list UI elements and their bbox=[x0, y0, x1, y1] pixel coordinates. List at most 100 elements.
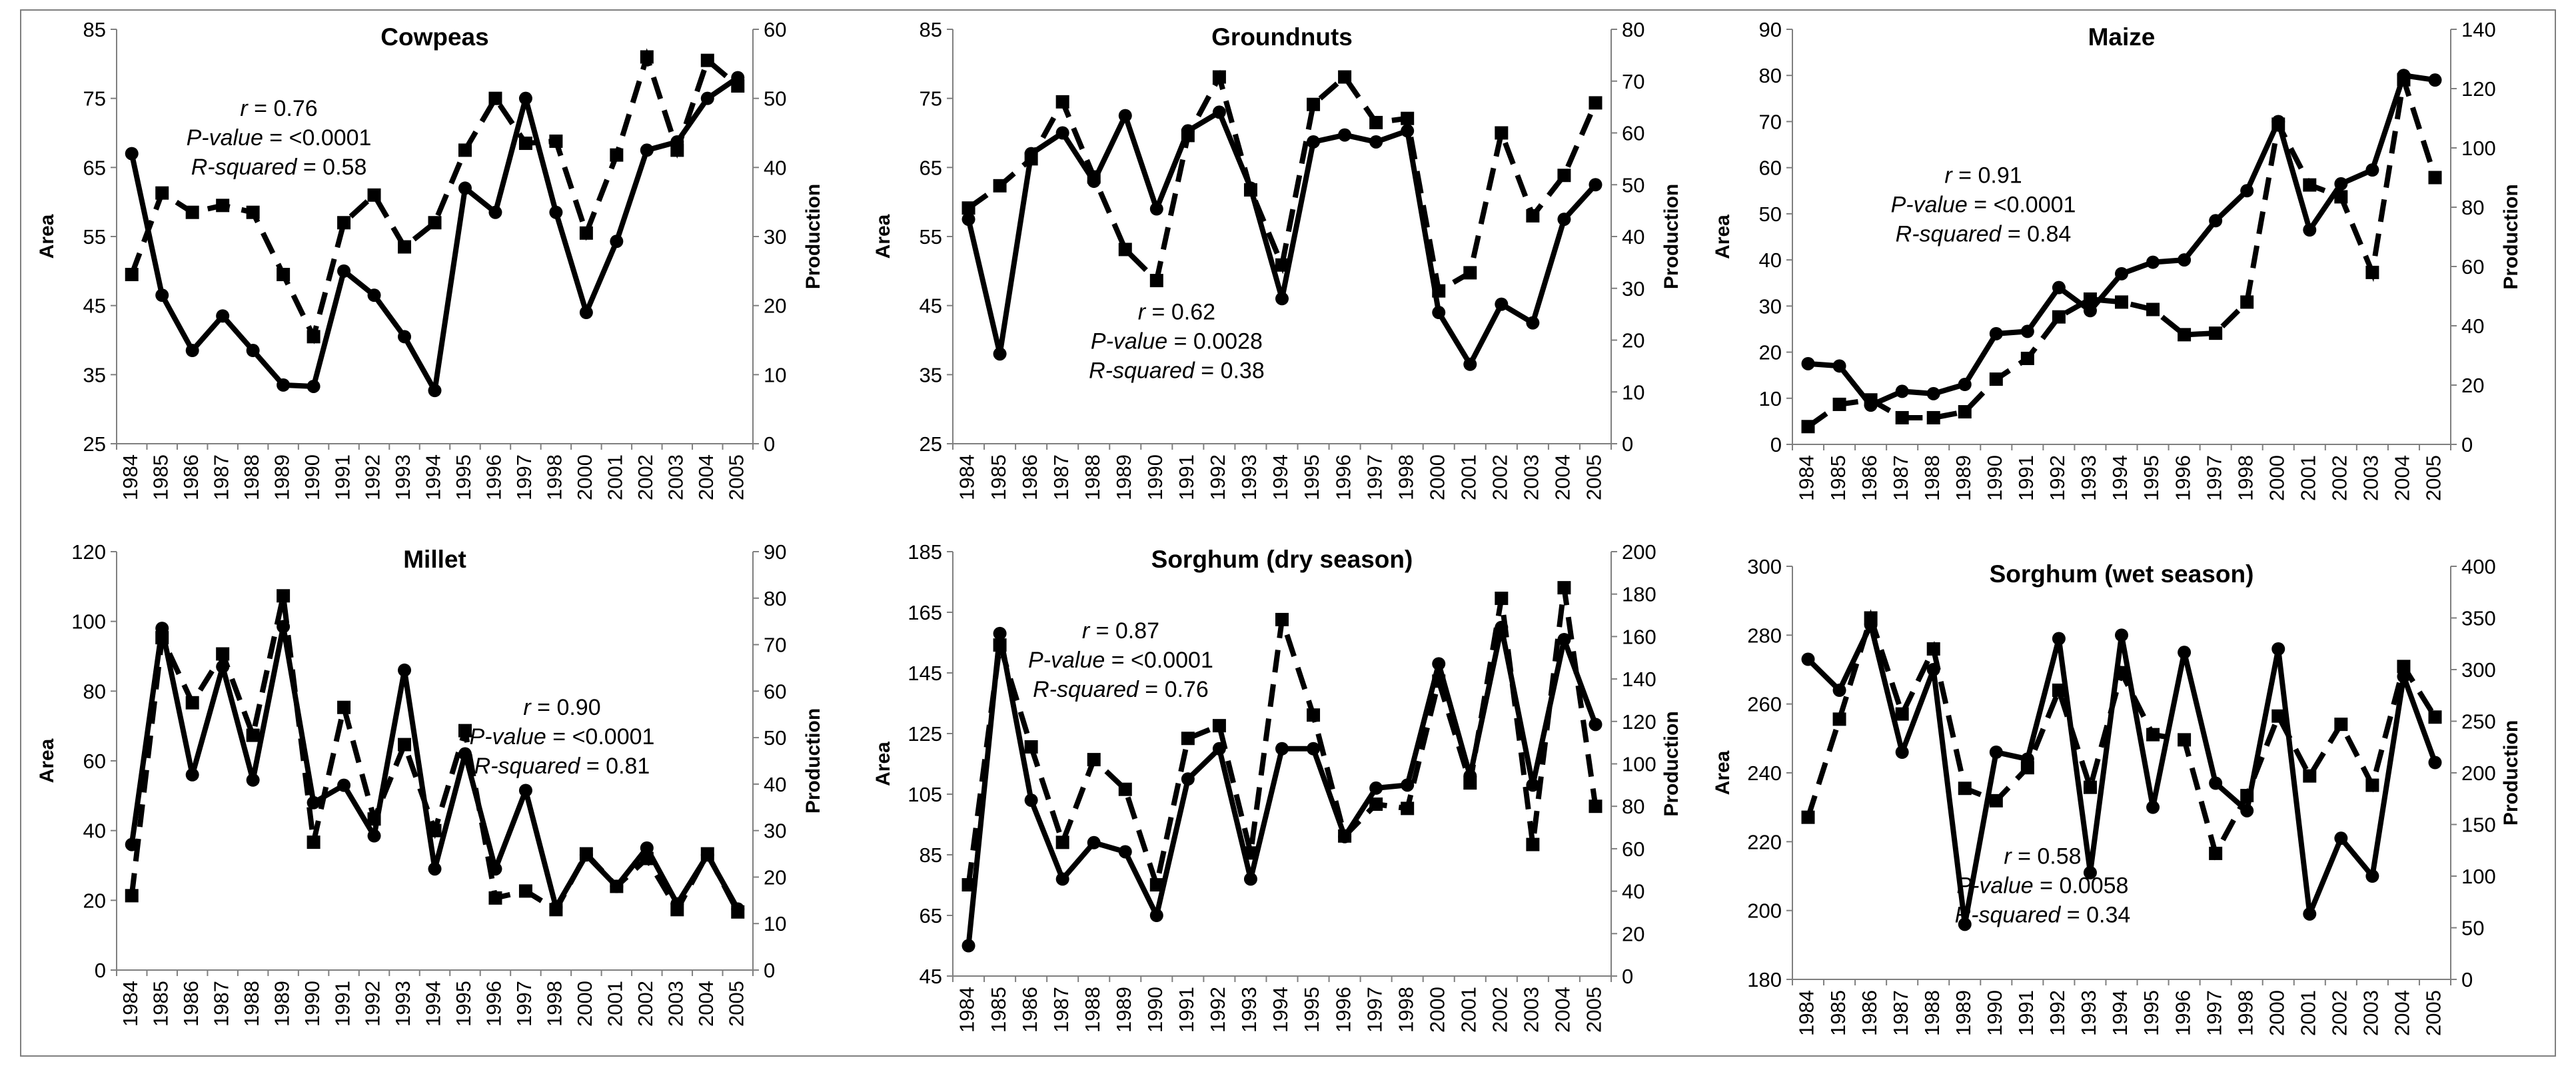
x-tick-label: 2004 bbox=[2391, 990, 2414, 1036]
left-tick-label: 0 bbox=[1770, 433, 1782, 456]
x-tick-label: 1984 bbox=[119, 454, 142, 500]
chart-sorghum-dry-season: 45 65 85 105 125 145 165 185 0 20 40 60 80 100 120 140 1… bbox=[872, 540, 1682, 1033]
area-point bbox=[2020, 324, 2034, 338]
right-tick-label: 60 bbox=[1622, 122, 1644, 145]
right-tick-label: 40 bbox=[764, 156, 786, 179]
area-point bbox=[2115, 628, 2128, 642]
x-tick-label: 1998 bbox=[2234, 455, 2257, 501]
production-point bbox=[1432, 674, 1446, 688]
production-point bbox=[1024, 152, 1038, 166]
production-point bbox=[579, 847, 593, 861]
area-point bbox=[1401, 778, 1415, 792]
series-line-area bbox=[966, 624, 1599, 946]
stats-name: r bbox=[1944, 163, 1953, 189]
production-point bbox=[731, 79, 745, 93]
production-point bbox=[367, 188, 381, 202]
stats-name: R-squared bbox=[191, 155, 298, 180]
production-point bbox=[1801, 810, 1815, 824]
x-tick-label: 1994 bbox=[2108, 455, 2132, 501]
x-tick-label: 1995 bbox=[2140, 990, 2163, 1036]
right-tick-label: 50 bbox=[764, 87, 786, 111]
production-point bbox=[962, 201, 975, 215]
area-point bbox=[579, 306, 593, 320]
production-point bbox=[1181, 129, 1195, 143]
left-tick-label: 280 bbox=[1747, 624, 1782, 647]
left-tick-label: 35 bbox=[83, 363, 106, 386]
x-tick-label: 1994 bbox=[422, 981, 445, 1027]
stats-name: r bbox=[1082, 618, 1091, 644]
area-point bbox=[1369, 781, 1383, 795]
x-tick-label: 1990 bbox=[1143, 987, 1167, 1033]
stats-line: r = 0.76 bbox=[240, 96, 317, 121]
production-point bbox=[367, 812, 381, 826]
x-tick-label: 1995 bbox=[2140, 455, 2163, 501]
right-tick-label: 60 bbox=[764, 18, 786, 41]
production-point bbox=[1989, 372, 2003, 386]
x-tick-label: 2004 bbox=[694, 454, 718, 500]
production-point bbox=[1463, 776, 1477, 790]
x-tick-label: 1993 bbox=[1237, 987, 1261, 1033]
left-tick-label: 0 bbox=[95, 959, 106, 982]
left-tick-label: 60 bbox=[83, 750, 106, 773]
area-point bbox=[458, 181, 472, 195]
area-point bbox=[1463, 357, 1477, 371]
production-point bbox=[2146, 302, 2160, 316]
right-tick-label: 250 bbox=[2461, 710, 2496, 734]
x-tick-label: 1996 bbox=[1331, 454, 1355, 500]
x-tick-label: 1988 bbox=[240, 981, 263, 1027]
production-point bbox=[1895, 410, 1909, 424]
area-point bbox=[307, 796, 321, 809]
production-point bbox=[488, 91, 502, 105]
area-point bbox=[2052, 632, 2066, 646]
x-tick-label: 1998 bbox=[543, 981, 566, 1027]
area-point bbox=[1307, 742, 1321, 756]
right-tick-label: 120 bbox=[2461, 77, 2496, 101]
left-tick-label: 40 bbox=[83, 819, 106, 843]
production-point bbox=[579, 226, 593, 240]
left-tick-label: 240 bbox=[1747, 762, 1782, 785]
left-axis-title: Area bbox=[36, 738, 58, 783]
x-tick-label: 1996 bbox=[2171, 990, 2194, 1036]
production-point bbox=[2334, 718, 2348, 732]
production-point bbox=[1212, 719, 1226, 733]
production-point bbox=[1832, 397, 1846, 411]
production-point bbox=[246, 728, 260, 742]
area-point bbox=[1432, 657, 1446, 671]
area-point bbox=[993, 626, 1007, 640]
right-tick-label: 10 bbox=[1622, 380, 1644, 404]
stats-value: = 0.91 bbox=[1952, 163, 2022, 189]
production-point bbox=[1526, 209, 1540, 223]
x-tick-label: 2004 bbox=[694, 981, 718, 1027]
stats-name: P-value bbox=[187, 125, 263, 151]
right-tick-label: 350 bbox=[2461, 607, 2496, 630]
left-tick-label: 105 bbox=[908, 783, 942, 806]
production-point bbox=[1307, 97, 1321, 111]
stats-annotation: r = 0.91 P-value = <0.0001 R-squared = 0.8… bbox=[1891, 163, 2076, 247]
production-point bbox=[277, 589, 291, 603]
chart-title: Sorghum (wet season) bbox=[1990, 560, 2254, 588]
right-tick-label: 30 bbox=[1622, 277, 1644, 300]
stats-line: r = 0.90 bbox=[523, 695, 600, 720]
left-tick-label: 45 bbox=[920, 965, 942, 988]
x-tick-label: 1997 bbox=[512, 454, 536, 500]
production-point bbox=[2083, 292, 2097, 306]
stats-name: P-value bbox=[1891, 193, 1968, 218]
area-point bbox=[2209, 776, 2223, 790]
x-tick-label: 1993 bbox=[2077, 990, 2100, 1036]
x-tick-label: 2002 bbox=[634, 981, 657, 1027]
production-point bbox=[518, 137, 532, 151]
area-point bbox=[1149, 909, 1163, 922]
area-point bbox=[1895, 384, 1909, 398]
x-tick-label: 1986 bbox=[1858, 990, 1881, 1036]
right-tick-label: 50 bbox=[2461, 917, 2484, 940]
x-tick-label: 2002 bbox=[2328, 455, 2351, 501]
x-tick-label: 2000 bbox=[573, 454, 596, 500]
chart-title: Maize bbox=[2088, 23, 2156, 51]
production-point bbox=[2209, 846, 2223, 860]
stats-annotation: r = 0.87 P-value = <0.0001 R-squared = 0.7… bbox=[1028, 618, 1213, 702]
right-axis-title: Production bbox=[2500, 184, 2522, 289]
x-tick-label: 1989 bbox=[1112, 987, 1135, 1033]
production-point bbox=[2052, 684, 2066, 697]
left-tick-label: 25 bbox=[920, 432, 942, 456]
production-point bbox=[993, 179, 1007, 193]
